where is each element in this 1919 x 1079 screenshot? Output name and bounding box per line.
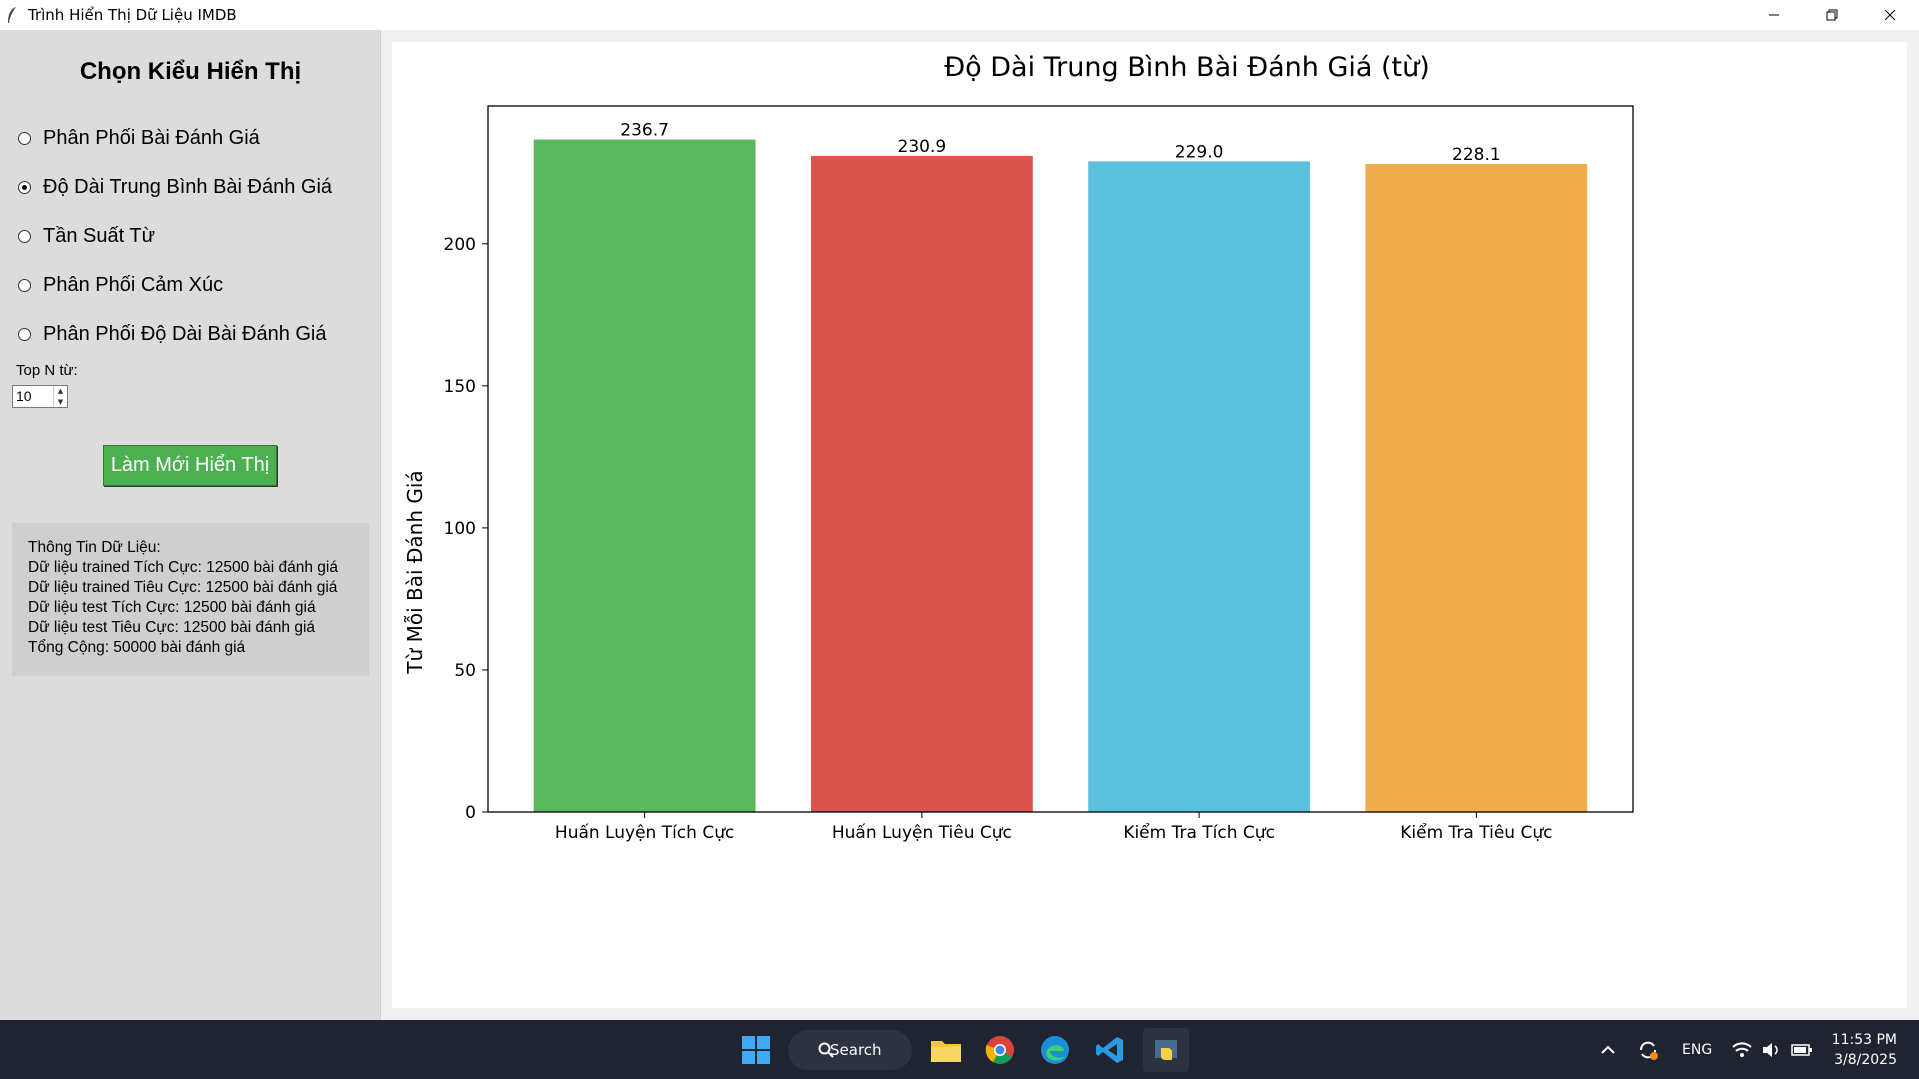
info-line: Dữ liệu trained Tiêu Cực: 12500 bài đánh… <box>28 579 338 596</box>
edge-icon <box>1041 1036 1069 1064</box>
feather-icon <box>8 7 16 23</box>
folder-icon <box>931 1041 961 1062</box>
topn-value[interactable]: 10 <box>16 388 32 404</box>
python-app-button[interactable] <box>1143 1028 1189 1072</box>
radio-button[interactable] <box>18 327 31 341</box>
chevron-up-icon <box>1601 1045 1615 1054</box>
spin-up-icon[interactable]: ▲ <box>57 387 64 395</box>
radio-average-length[interactable]: Độ Dài Trung Bình Bài Đánh Giá <box>18 173 332 201</box>
radio-button[interactable] <box>18 131 31 145</box>
radio-label: Tần Suất Từ <box>43 224 155 247</box>
wifi-icon <box>1732 1042 1752 1057</box>
start-button[interactable] <box>738 1028 774 1072</box>
info-line: Tổng Cộng: 50000 bài đánh giá <box>28 639 246 656</box>
close-icon <box>1884 9 1896 21</box>
bar <box>810 156 1033 812</box>
y-tick-label: 200 <box>444 235 476 255</box>
x-tick-label: Huấn Luyện Tiêu Cực <box>832 822 1012 843</box>
volume-icon <box>1763 1043 1778 1057</box>
refresh-button[interactable]: Làm Mới Hiển Thị <box>103 445 277 486</box>
bar <box>1088 161 1311 813</box>
restore-button[interactable] <box>1803 0 1861 30</box>
x-tick-label: Kiểm Tra Tích Cực <box>1123 822 1275 843</box>
axes-frame <box>487 105 1634 813</box>
title-bar: Trình Hiển Thị Dữ Liệu IMDB <box>0 0 1919 30</box>
y-tick-label: 100 <box>444 519 476 539</box>
x-tick-label: Huấn Luyện Tích Cực <box>555 822 734 843</box>
info-line: Dữ liệu test Tích Cực: 12500 bài đánh gi… <box>28 599 316 616</box>
spin-down-icon[interactable]: ▼ <box>57 397 64 406</box>
topn-label: Top N từ: <box>16 362 78 379</box>
taskbar-search[interactable]: Search <box>788 1030 912 1070</box>
search-label: Search <box>830 1041 882 1059</box>
radio-button-selected[interactable] <box>18 180 31 194</box>
control-panel: Chọn Kiểu Hiển Thị Phân Phối Bài Đánh Gi… <box>0 30 381 1020</box>
window-title: Trình Hiển Thị Dữ Liệu IMDB <box>28 6 237 24</box>
bar-chart: Độ Dài Trung Bình Bài Đánh Giá (từ) Từ M… <box>403 52 1634 843</box>
search-icon <box>818 1042 834 1058</box>
chrome-button[interactable] <box>980 1028 1020 1072</box>
chart-canvas: Độ Dài Trung Bình Bài Đánh Giá (từ) Từ M… <box>392 42 1907 1008</box>
radio-review-distribution[interactable]: Phân Phối Bài Đánh Giá <box>18 124 260 152</box>
clock[interactable]: 11:53 PM 3/8/2025 <box>1832 1030 1897 1070</box>
bar-value-label: 230.9 <box>898 137 947 157</box>
volume-button[interactable] <box>1760 1028 1784 1072</box>
radio-label: Phân Phối Cảm Xúc <box>43 273 224 296</box>
wifi-button[interactable] <box>1730 1028 1754 1072</box>
restore-icon <box>1826 9 1838 21</box>
radio-word-frequency[interactable]: Tần Suất Từ <box>18 222 155 250</box>
radio-button[interactable] <box>18 278 31 292</box>
data-info-box: Thông Tin Dữ Liệu: Dữ liệu trained Tích … <box>12 523 369 676</box>
radio-button[interactable] <box>18 229 31 243</box>
radio-sentiment-distribution[interactable]: Phân Phối Cảm Xúc <box>18 271 223 299</box>
info-line: Dữ liệu trained Tích Cực: 12500 bài đánh… <box>28 559 338 576</box>
close-button[interactable] <box>1861 0 1919 30</box>
panel-heading: Chọn Kiểu Hiển Thị <box>79 58 302 85</box>
bar-value-label: 236.7 <box>620 121 669 141</box>
y-axis-label: Từ Mỗi Bài Đánh Giá <box>403 470 427 674</box>
radio-length-distribution[interactable]: Phân Phối Độ Dài Bài Đánh Giá <box>18 320 327 348</box>
edge-button[interactable] <box>1035 1028 1075 1072</box>
minimize-button[interactable] <box>1745 0 1803 30</box>
clock-time: 11:53 PM <box>1831 1032 1897 1048</box>
battery-button[interactable] <box>1790 1028 1814 1072</box>
battery-icon <box>1791 1044 1812 1056</box>
chart-area: Độ Dài Trung Bình Bài Đánh Giá (từ) Từ M… <box>382 30 1919 1020</box>
bar <box>1365 163 1588 812</box>
sync-button[interactable] <box>1636 1028 1660 1072</box>
clock-date: 3/8/2025 <box>1834 1052 1897 1068</box>
chart-title: Độ Dài Trung Bình Bài Đánh Giá (từ) <box>944 52 1430 83</box>
windows-icon <box>742 1036 770 1064</box>
radio-label: Phân Phối Độ Dài Bài Đánh Giá <box>43 322 327 345</box>
radio-label: Phân Phối Bài Đánh Giá <box>43 126 260 149</box>
vscode-icon <box>1096 1037 1123 1063</box>
y-tick-label: 0 <box>465 803 476 823</box>
tray-expand-button[interactable] <box>1597 1028 1619 1072</box>
x-tick-label: Kiểm Tra Tiêu Cực <box>1400 822 1552 843</box>
file-explorer-button[interactable] <box>926 1028 966 1072</box>
radio-label: Độ Dài Trung Bình Bài Đánh Giá <box>43 175 333 198</box>
bar-value-label: 228.1 <box>1452 145 1501 165</box>
taskbar: Search ENG <box>0 1020 1919 1079</box>
bar <box>533 139 756 812</box>
topn-spinbox[interactable]: 10 ▲ ▼ <box>12 385 68 408</box>
language-indicator[interactable]: ENG <box>1682 1042 1713 1058</box>
info-line: Dữ liệu test Tiêu Cực: 12500 bài đánh gi… <box>28 619 316 636</box>
y-tick-label: 150 <box>444 377 476 397</box>
info-line: Thông Tin Dữ Liệu: <box>28 539 161 556</box>
chrome-icon <box>985 1036 1014 1064</box>
vscode-button[interactable] <box>1090 1028 1130 1072</box>
bar-value-label: 229.0 <box>1175 142 1224 162</box>
sync-icon <box>1640 1041 1658 1060</box>
python-icon <box>1155 1040 1177 1060</box>
y-tick-label: 50 <box>454 661 476 681</box>
minimize-icon <box>1769 14 1779 16</box>
